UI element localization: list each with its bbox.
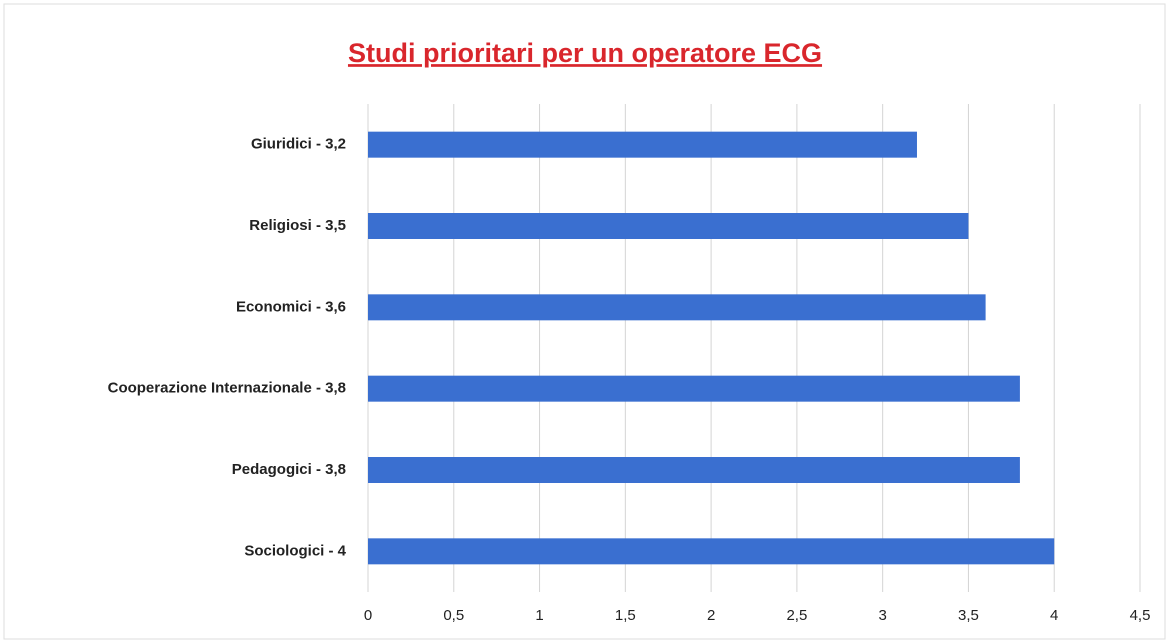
x-tick-label: 3 <box>878 607 886 624</box>
y-tick-label: Pedagogici - 3,8 <box>232 461 346 478</box>
x-tick-label: 1 <box>535 607 543 624</box>
y-tick-label: Economici - 3,6 <box>236 298 346 315</box>
bar <box>368 457 1020 483</box>
y-tick-label: Religiosi - 3,5 <box>249 217 346 234</box>
chart-border <box>3 3 1166 640</box>
x-tick-label: 3,5 <box>958 607 979 624</box>
x-tick-label: 2,5 <box>786 607 807 624</box>
y-tick-label: Cooperazione Internazionale - 3,8 <box>108 380 346 397</box>
x-tick-label: 4,5 <box>1130 607 1151 624</box>
bar <box>368 131 917 158</box>
x-tick-label: 2 <box>707 607 715 624</box>
bar <box>368 213 969 239</box>
bar <box>368 375 1020 402</box>
bar <box>368 294 986 321</box>
bar <box>368 538 1055 565</box>
x-tick-label: 0,5 <box>443 607 464 624</box>
x-tick-label: 4 <box>1050 607 1058 624</box>
y-tick-label: Giuridici - 3,2 <box>251 136 346 153</box>
chart-title: Studi prioritari per un operatore ECG <box>348 38 822 68</box>
x-tick-label: 1,5 <box>615 607 636 624</box>
y-tick-label: Sociologici - 4 <box>244 542 346 559</box>
x-tick-label: 0 <box>364 607 372 624</box>
